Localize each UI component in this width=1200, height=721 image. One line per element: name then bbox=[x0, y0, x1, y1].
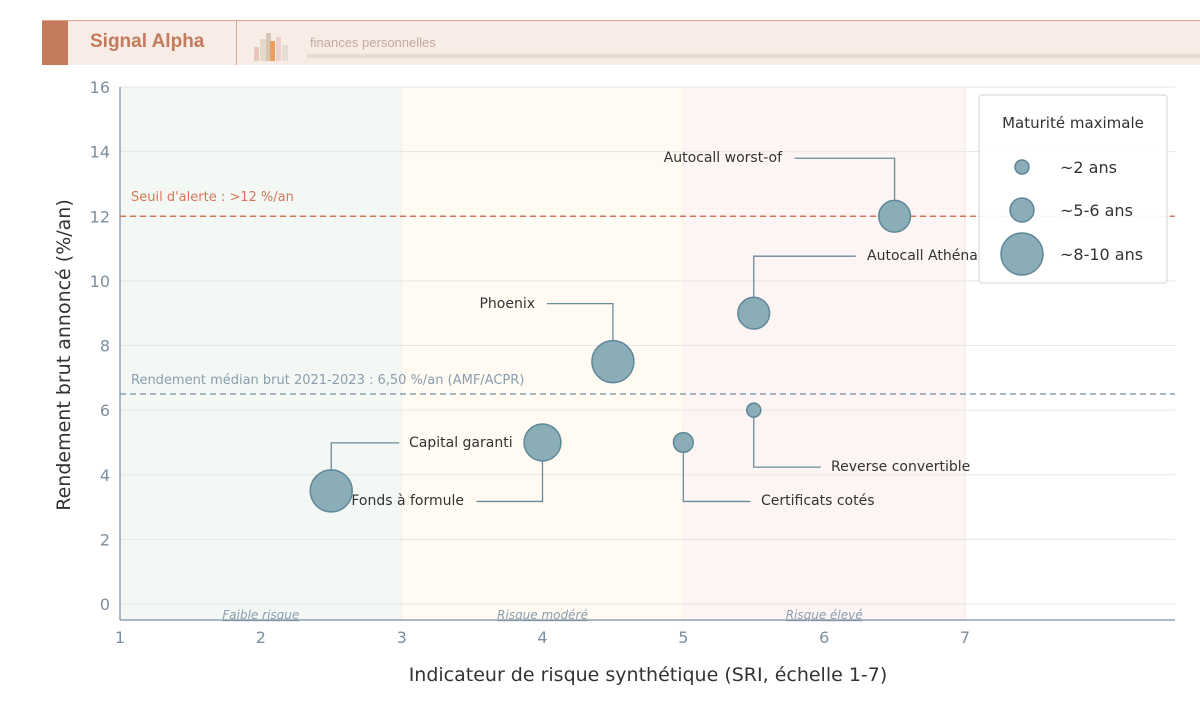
legend-label: ~8-10 ans bbox=[1060, 245, 1143, 264]
bubble bbox=[672, 431, 694, 454]
risk-zone bbox=[683, 87, 965, 620]
bubble bbox=[591, 339, 635, 384]
callout-line bbox=[794, 157, 896, 217]
zone-label: Faible risque bbox=[222, 608, 299, 622]
bubble bbox=[737, 296, 771, 330]
bubble-label: Reverse convertible bbox=[831, 459, 970, 475]
reference-line-label: Seuil d'alerte : >12 %/an bbox=[131, 190, 294, 205]
y-tick-label: 0 bbox=[100, 595, 110, 614]
zone-label: Risque modéré bbox=[497, 608, 588, 622]
bubble-label: Phoenix bbox=[479, 296, 535, 312]
x-axis-title: Indicateur de risque synthétique (SRI, é… bbox=[409, 664, 888, 686]
brand-block bbox=[42, 21, 68, 65]
risk-zone bbox=[120, 87, 402, 620]
y-tick-label: 6 bbox=[100, 401, 110, 420]
bubble-label: Certificats cotés bbox=[761, 493, 875, 509]
bubble bbox=[877, 199, 912, 233]
callout-line bbox=[753, 410, 821, 468]
bars-logo-icon bbox=[254, 33, 288, 61]
tagline: finances personnelles bbox=[310, 35, 436, 50]
brand-name: Signal Alpha bbox=[90, 31, 205, 52]
legend-label: ~2 ans bbox=[1060, 158, 1117, 177]
y-tick-label: 4 bbox=[100, 466, 110, 485]
tagline-underline bbox=[307, 54, 1200, 58]
bubble bbox=[309, 469, 353, 513]
x-tick-label: 3 bbox=[397, 628, 407, 647]
legend-bubble bbox=[1000, 232, 1044, 276]
bubble-label: Autocall worst-of bbox=[664, 150, 783, 166]
callout-line bbox=[753, 255, 856, 314]
x-tick-label: 2 bbox=[256, 628, 266, 647]
reference-line-label: Rendement médian brut 2021-2023 : 6,50 %… bbox=[131, 373, 524, 388]
legend-bubble bbox=[1014, 159, 1030, 175]
y-tick-label: 2 bbox=[100, 530, 110, 549]
bubble bbox=[746, 402, 762, 418]
x-tick-label: 5 bbox=[678, 628, 688, 647]
y-axis-title: Rendement brut annoncé (%/an) bbox=[53, 199, 75, 511]
x-tick-label: 7 bbox=[960, 628, 970, 647]
header-bar: Signal Alpha finances personnelles bbox=[42, 20, 1200, 65]
callout-line bbox=[682, 442, 751, 503]
legend-title: Maturité maximale bbox=[1002, 114, 1144, 132]
header-divider bbox=[236, 21, 237, 65]
zone-label: Risque élevé bbox=[786, 608, 863, 622]
y-tick-label: 8 bbox=[100, 337, 110, 356]
x-tick-label: 1 bbox=[115, 628, 125, 647]
legend-label: ~5-6 ans bbox=[1060, 201, 1133, 220]
y-tick-label: 14 bbox=[90, 143, 110, 162]
y-tick-label: 12 bbox=[90, 207, 110, 226]
bubble-label: Fonds à formule bbox=[351, 493, 464, 509]
bubble-label: Capital garanti bbox=[409, 435, 513, 451]
x-tick-label: 6 bbox=[819, 628, 829, 647]
bubble-label: Autocall Athéna bbox=[867, 248, 978, 264]
y-tick-label: 10 bbox=[90, 272, 110, 291]
y-tick-label: 16 bbox=[90, 78, 110, 97]
legend-bubble bbox=[1009, 197, 1035, 223]
risk-zone bbox=[401, 87, 684, 620]
bubble bbox=[523, 423, 562, 462]
callout-line bbox=[476, 442, 544, 503]
x-tick-label: 4 bbox=[537, 628, 547, 647]
